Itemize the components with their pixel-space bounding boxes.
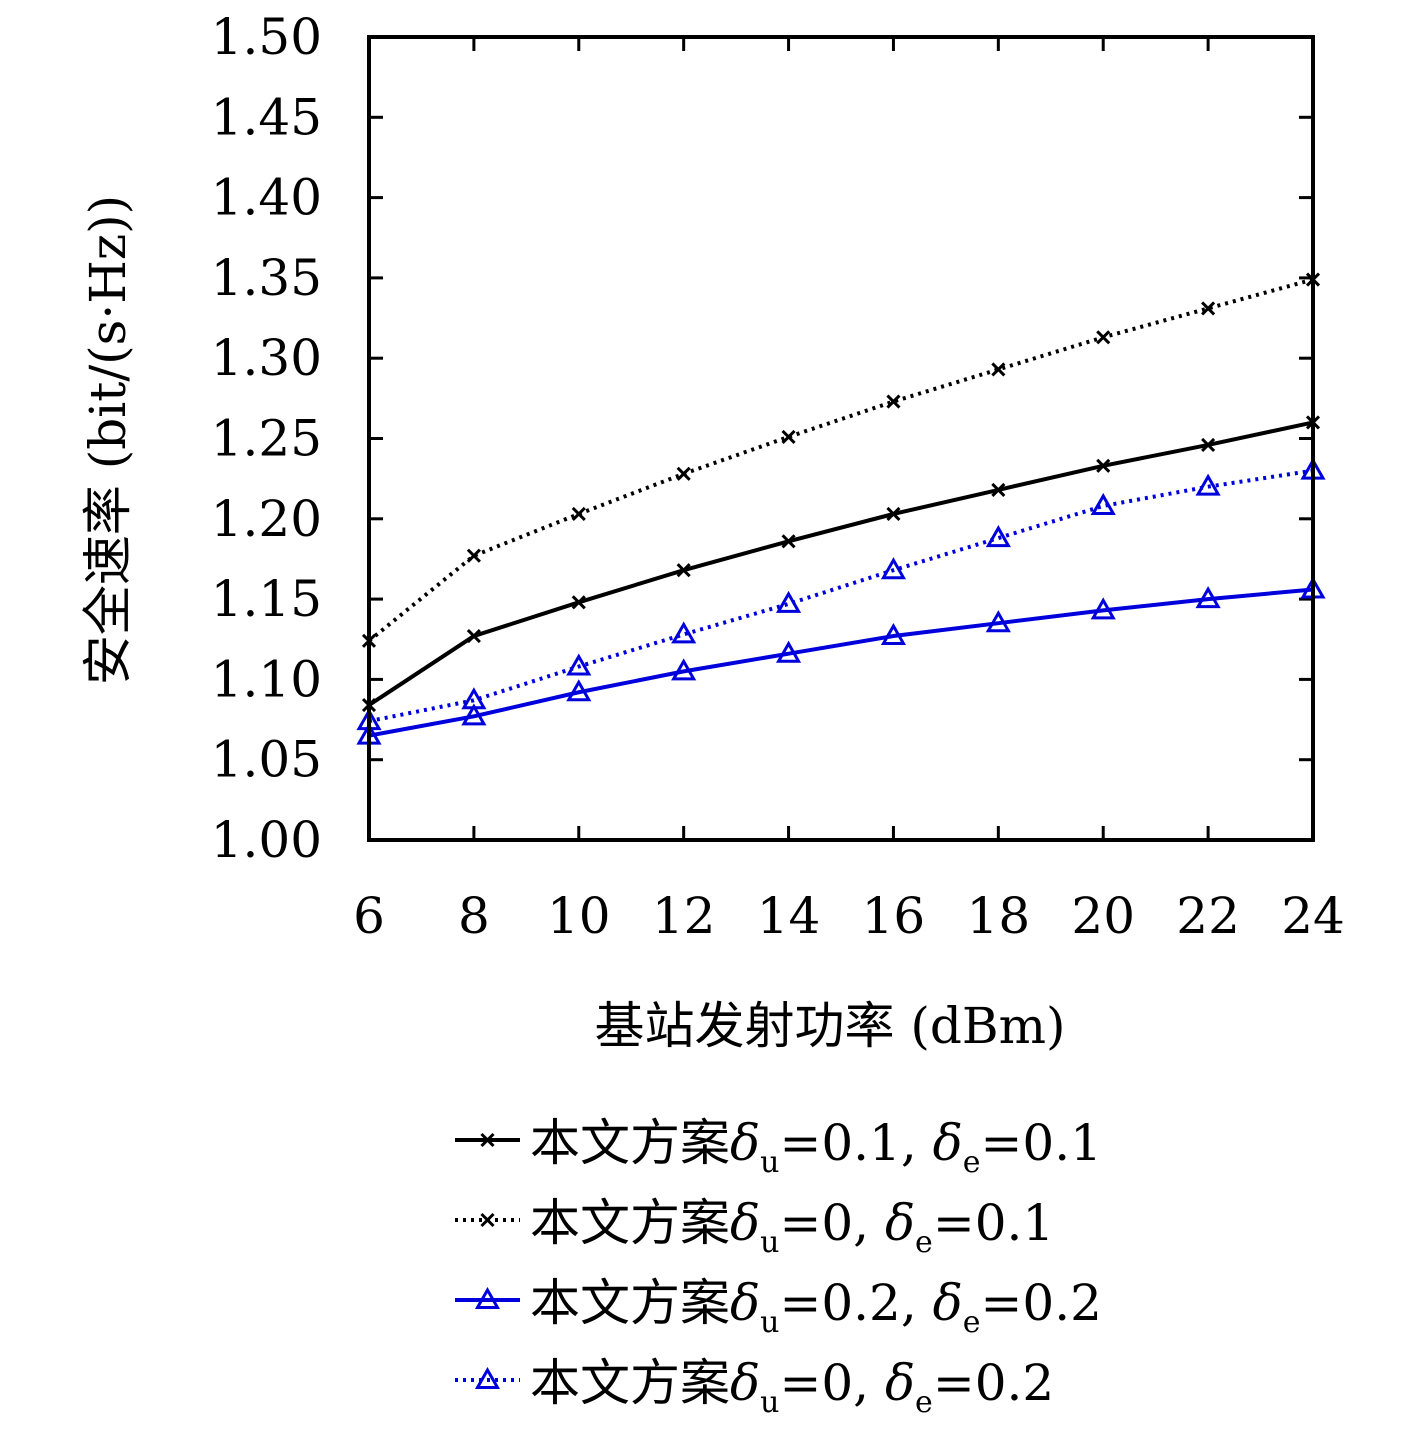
legend-delta: δ — [885, 1354, 915, 1412]
series-3-point — [880, 623, 907, 646]
legend-prefix: 本文方案 — [530, 1354, 730, 1412]
series-3-point — [671, 658, 697, 681]
legend-label-3: 本文方案δu=0.2, δe=0.2 — [530, 1274, 1102, 1340]
legend-sub-e: e — [915, 1225, 933, 1260]
x-tick-label: 18 — [967, 887, 1031, 945]
legend-label-1: 本文方案δu=0.1, δe=0.1 — [530, 1114, 1102, 1180]
y-tick-label: 1.35 — [211, 249, 322, 307]
series-3-point — [1195, 586, 1221, 609]
legend-de-value: =0.1 — [981, 1114, 1102, 1172]
y-tick-label: 1.15 — [211, 570, 322, 628]
series-line-1 — [367, 420, 1314, 707]
series-1-point — [991, 482, 1006, 497]
series-2-point — [676, 466, 691, 481]
series-1-point — [571, 595, 586, 610]
legend-delta: δ — [730, 1194, 760, 1252]
series-4-point — [461, 687, 487, 710]
series-1-point — [1096, 458, 1111, 473]
x-tick-label: 16 — [862, 887, 926, 945]
series-4-point — [566, 653, 592, 676]
legend-marker-4 — [474, 1366, 501, 1389]
legend-marker-1 — [480, 1132, 495, 1148]
legend-sub-u: u — [760, 1385, 779, 1420]
legend-delta: δ — [730, 1274, 760, 1332]
x-axis-title: 基站发射功率 (dBm) — [594, 997, 1065, 1055]
legend-du-value: =0.1, — [779, 1114, 932, 1172]
legend-sub-e: e — [963, 1305, 981, 1340]
legend-marker-3 — [474, 1286, 501, 1309]
legend-label-4: 本文方案δu=0, δe=0.2 — [530, 1354, 1054, 1420]
series-2-point — [571, 506, 586, 522]
series-4-point — [1195, 473, 1221, 496]
legend-prefix: 本文方案 — [530, 1114, 730, 1172]
legend-du-value: =0.2, — [779, 1274, 932, 1332]
x-tick-label: 20 — [1071, 887, 1135, 945]
x-tick-label: 24 — [1281, 887, 1345, 945]
series-1-point — [676, 563, 691, 578]
x-tick-label: 8 — [458, 887, 490, 945]
y-tick-label: 1.40 — [211, 169, 322, 227]
series-1-point — [886, 506, 901, 522]
series-2-point — [781, 429, 796, 444]
series-3-point — [1090, 597, 1116, 620]
series-2-point — [1096, 330, 1111, 345]
series-3-point — [985, 610, 1011, 633]
legend-sub-e: e — [963, 1145, 981, 1180]
series-2-point — [991, 362, 1006, 377]
y-tick-label: 1.00 — [211, 811, 322, 869]
y-tick-label: 1.25 — [211, 410, 322, 468]
plot-frame — [367, 35, 1315, 842]
legend-sub-u: u — [760, 1225, 779, 1260]
legend-sub-u: u — [760, 1145, 779, 1180]
series-3-point — [566, 679, 592, 702]
legend-delta: δ — [885, 1194, 915, 1252]
series-1-point — [466, 628, 481, 644]
series-4-point — [985, 525, 1011, 548]
legend-delta: δ — [730, 1354, 760, 1412]
legend-du-value: =0, — [779, 1194, 885, 1252]
legend-delta: δ — [730, 1114, 760, 1172]
series-4-point — [1090, 492, 1116, 515]
y-tick-label: 1.30 — [211, 329, 322, 387]
series-2-point — [886, 394, 901, 409]
legend-sub-u: u — [760, 1305, 779, 1340]
series-3-point — [461, 703, 487, 726]
x-tick-label: 6 — [353, 887, 385, 945]
legend-de-value: =0.2 — [933, 1354, 1054, 1412]
series-1-point — [781, 534, 796, 549]
y-tick-label: 1.10 — [211, 650, 322, 708]
legend-sub-e: e — [915, 1385, 933, 1420]
series-line-2 — [367, 277, 1314, 643]
series-2-point — [1201, 301, 1216, 316]
y-axis-title: 安全速率 (bit/(s·Hz)) — [79, 195, 137, 685]
series-4-point — [880, 557, 907, 580]
legend-du-value: =0, — [779, 1354, 885, 1412]
series-4-point — [775, 590, 802, 613]
legend-delta: δ — [933, 1274, 963, 1332]
series-line-3 — [368, 587, 1314, 738]
series-1-point — [1201, 437, 1216, 452]
y-tick-label: 1.50 — [211, 8, 322, 66]
legend-marker-2 — [480, 1212, 495, 1228]
x-tick-label: 12 — [652, 887, 716, 945]
series-line-4 — [368, 468, 1314, 724]
series-2-point — [466, 548, 481, 563]
x-tick-label: 14 — [757, 887, 821, 945]
legend-de-value: =0.1 — [933, 1194, 1054, 1252]
y-tick-label: 1.05 — [211, 731, 322, 789]
x-tick-label: 22 — [1176, 887, 1240, 945]
y-tick-label: 1.20 — [211, 490, 322, 548]
series-3-point — [775, 640, 802, 663]
legend-prefix: 本文方案 — [530, 1274, 730, 1332]
legend-de-value: =0.2 — [981, 1274, 1102, 1332]
series-4-point — [671, 621, 697, 644]
y-tick-label: 1.45 — [211, 88, 322, 146]
legend-delta: δ — [933, 1114, 963, 1172]
x-tick-label: 10 — [547, 887, 611, 945]
legend-prefix: 本文方案 — [530, 1194, 730, 1252]
legend-label-2: 本文方案δu=0, δe=0.1 — [530, 1194, 1054, 1260]
